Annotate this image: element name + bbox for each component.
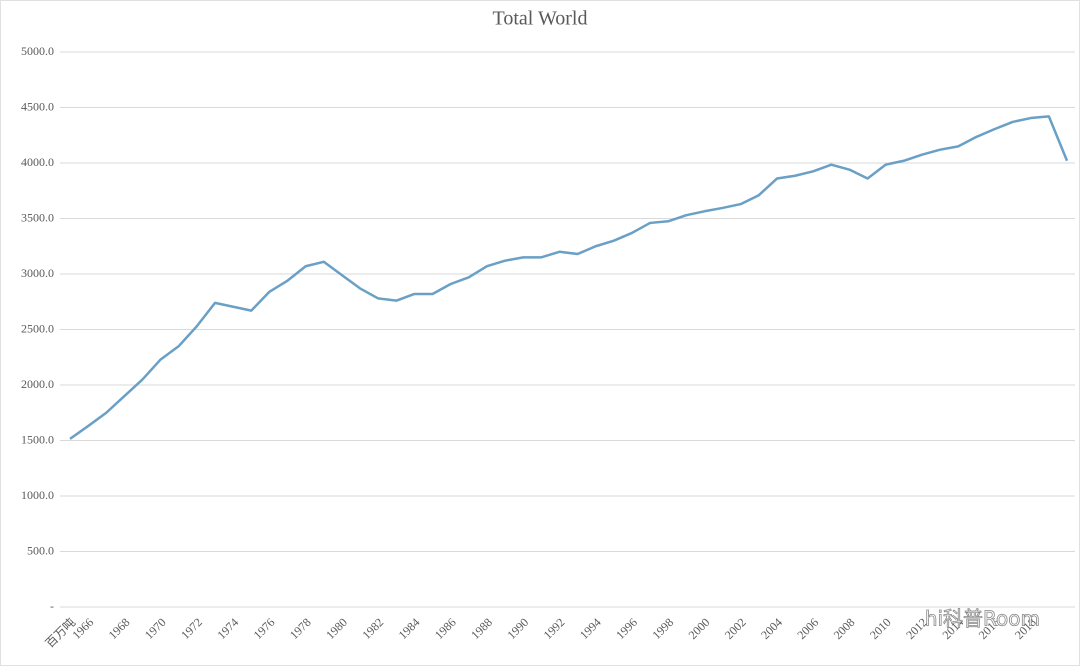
y-tick-label: 3000.0 bbox=[21, 266, 54, 280]
y-tick-label: 4000.0 bbox=[21, 155, 54, 169]
data-line bbox=[69, 115, 1069, 440]
y-tick-label: - bbox=[50, 599, 54, 613]
y-tick-label: 4500.0 bbox=[21, 99, 54, 113]
watermark: hi科普Room bbox=[925, 607, 1040, 631]
y-tick-label: 5000.0 bbox=[21, 44, 54, 58]
y-tick-label: 2500.0 bbox=[21, 321, 54, 335]
y-tick-label: 1500.0 bbox=[21, 432, 54, 446]
chart-title: Total World bbox=[493, 8, 588, 30]
y-tick-label: 3500.0 bbox=[21, 210, 54, 224]
y-tick-label: 2000.0 bbox=[21, 377, 54, 391]
y-tick-label: 1000.0 bbox=[21, 488, 54, 502]
y-tick-label: 500.0 bbox=[27, 543, 54, 557]
